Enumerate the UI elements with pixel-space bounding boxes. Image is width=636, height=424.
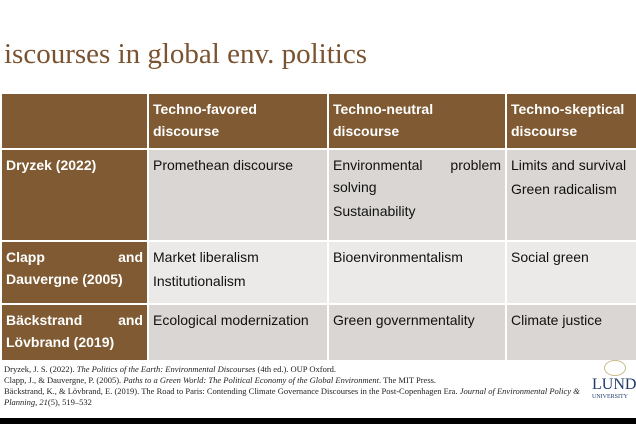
discourse: Green radicalism — [511, 181, 617, 197]
cell-neutral: Bioenvironmentalism — [327, 240, 507, 305]
cell-favored: Market liberalism Institutionalism — [147, 240, 329, 305]
cell-neutral: Environmental problem solving Sustainabil… — [327, 148, 507, 242]
reference-item: Bäckstrand, K., & Lövbrand, E. (2019). T… — [4, 386, 580, 407]
reference-item: Clapp, J., & Dauvergne, P. (2005). Paths… — [4, 375, 437, 385]
reference-item: Dryzek, J. S. (2022). The Politics of th… — [4, 364, 337, 374]
table-row: Dryzek (2022) Promethean discourse Envir… — [0, 148, 636, 242]
cell-favored: Ecological modernization — [147, 303, 329, 362]
discourse: Limits and survival — [511, 157, 627, 173]
discourse: Green governmentality — [333, 312, 475, 328]
references: Dryzek, J. S. (2022). The Politics of th… — [4, 364, 588, 408]
discourse: Environmental problem solving — [333, 157, 501, 195]
slide-title: iscourses in global env. politics — [4, 38, 367, 70]
header-techno-favored: Techno-favored discourse — [147, 92, 329, 150]
university-seal-icon — [604, 360, 626, 376]
cell-neutral: Green governmentality — [327, 303, 507, 362]
discourse: Social green — [511, 249, 589, 265]
row-source: Dryzek (2022) — [0, 148, 149, 242]
header-techno-skeptical: Techno-skeptical discourse — [505, 92, 636, 150]
discourse-table: Techno-favored discourse Techno-neutral … — [0, 92, 636, 362]
table-header-row: Techno-favored discourse Techno-neutral … — [0, 92, 636, 150]
university-logo: LUND UNIVERSITY — [592, 376, 636, 400]
cell-skeptical: Social green — [505, 240, 636, 305]
discourse: Climate justice — [511, 312, 603, 328]
discourse: Market liberalism — [153, 249, 259, 265]
header-cell-empty — [0, 92, 149, 150]
header-techno-neutral: Techno-neutral discourse — [327, 92, 507, 150]
discourse: Promethean discourse — [153, 157, 294, 173]
table-row: Bäckstrand and Lövbrand (2019) Ecologica… — [0, 303, 636, 362]
cell-skeptical: Climate justice — [505, 303, 636, 362]
table-row: Clapp and Dauvergne (2005) Market libera… — [0, 240, 636, 305]
discourse: Ecological modernization — [153, 312, 309, 328]
row-source: Clapp and Dauvergne (2005) — [0, 240, 149, 305]
bottom-bar — [0, 418, 636, 424]
cell-skeptical: Limits and survival Green radicalism — [505, 148, 636, 242]
discourse: Institutionalism — [153, 273, 246, 289]
cell-favored: Promethean discourse — [147, 148, 329, 242]
discourse: Sustainability — [333, 203, 416, 219]
row-source: Bäckstrand and Lövbrand (2019) — [0, 303, 149, 362]
discourse: Bioenvironmentalism — [333, 249, 463, 265]
